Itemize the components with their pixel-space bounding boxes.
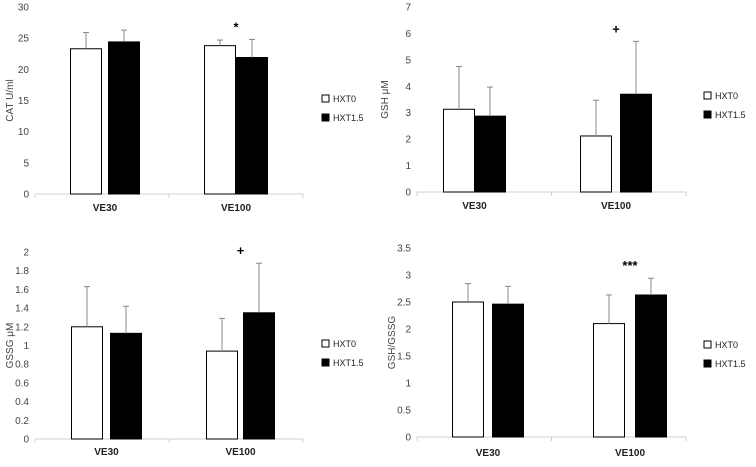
bar-hxt15-ve30 xyxy=(474,115,506,193)
y-axis-label: CAT U/ml xyxy=(5,79,16,121)
x-category-label: VE100 xyxy=(601,201,631,212)
y-tick-label: 5 xyxy=(405,55,411,66)
bar-hxt0-ve30 xyxy=(70,48,102,195)
legend-label: HXT0 xyxy=(333,339,356,349)
legend-label: HXT0 xyxy=(715,340,738,350)
bar-hxt15-ve100 xyxy=(620,93,652,193)
legend-label: HXT1.5 xyxy=(715,359,746,369)
y-tick-label: 1.2 xyxy=(15,322,29,333)
legend-swatch xyxy=(703,340,712,349)
y-tick-label: 3 xyxy=(405,108,411,119)
chart-panel-3: 0 0.2 0.4 0.6 0.8 1 1.2 1.4 1.6 1.8 2 GSSG μM VE30 VE… xyxy=(5,243,364,458)
x-category-label: VE30 xyxy=(462,201,487,212)
y-tick-label: 0.5 xyxy=(397,406,411,417)
y-tick-label: 0 xyxy=(405,188,411,199)
significance-marker: *** xyxy=(622,258,638,273)
legend-label: HXT1.5 xyxy=(333,113,364,123)
y-tick-label: 15 xyxy=(18,96,30,107)
y-tick-label: 2 xyxy=(405,135,411,146)
bar-hxt15-ve100 xyxy=(236,56,268,195)
legend-swatch xyxy=(321,339,330,348)
bar-hxt0-ve100 xyxy=(204,45,236,195)
y-tick-label: 1 xyxy=(405,161,411,172)
x-category-label: VE100 xyxy=(225,447,255,458)
y-tick-label: 0.2 xyxy=(15,416,29,427)
y-tick-label: 2 xyxy=(405,325,411,336)
bar-hxt0-ve100 xyxy=(580,135,612,193)
bar-hxt15-ve30 xyxy=(110,332,142,440)
chart-panel-4: 0 0.5 1 1.5 2 2.5 3 3.5 GSH/GSSG VE30 VE100 *** HXT0… xyxy=(387,244,746,460)
significance-marker: + xyxy=(612,21,620,36)
bar-hxt15-ve30 xyxy=(108,41,140,195)
legend-label: HXT0 xyxy=(333,94,356,104)
y-tick-label: 10 xyxy=(18,127,30,138)
y-tick-label: 20 xyxy=(18,65,30,76)
bar-hxt15-ve30 xyxy=(492,303,524,438)
x-category-label: VE30 xyxy=(93,203,118,214)
y-tick-label: 4 xyxy=(405,82,411,93)
chart-panel-2: 0 1 2 3 4 5 6 7 GSH μM VE30 VE100 + HXT0 HXT1.5 xyxy=(380,3,746,213)
bar-hxt0-ve30 xyxy=(71,326,103,440)
y-tick-label: 6 xyxy=(405,29,411,40)
chart-panel-1: 0 5 10 15 20 25 30 CAT U/ml VE30 VE100 * HXT0 HXT1.5 xyxy=(5,3,364,215)
legend-swatch xyxy=(703,110,712,119)
y-tick-label: 0.6 xyxy=(15,378,29,389)
y-tick-label: 1 xyxy=(405,379,411,390)
y-tick-label: 7 xyxy=(405,3,411,14)
bar-hxt15-ve100 xyxy=(635,294,667,438)
y-tick-label: 0.4 xyxy=(15,397,29,408)
legend-swatch xyxy=(321,94,330,103)
significance-marker: * xyxy=(233,19,239,34)
y-tick-label: 0 xyxy=(23,435,29,446)
bar-hxt15-ve100 xyxy=(243,312,275,440)
y-tick-label: 2.5 xyxy=(397,298,411,309)
x-category-label: VE100 xyxy=(221,203,251,214)
y-tick-label: 1.6 xyxy=(15,285,29,296)
x-category-label: VE100 xyxy=(615,448,645,459)
bar-hxt0-ve30 xyxy=(443,108,475,193)
legend-label: HXT0 xyxy=(715,91,738,101)
y-tick-label: 25 xyxy=(18,34,30,45)
y-axis-label: GSH μM xyxy=(380,80,391,119)
y-tick-label: 1 xyxy=(23,341,29,352)
x-category-label: VE30 xyxy=(94,447,119,458)
y-tick-label: 1.8 xyxy=(15,266,29,277)
y-tick-label: 30 xyxy=(18,3,30,14)
legend-label: HXT1.5 xyxy=(715,110,746,120)
y-tick-label: 0 xyxy=(405,433,411,444)
legend-swatch xyxy=(321,113,330,122)
y-axis-label: GSH/GSSG xyxy=(387,316,398,370)
y-tick-label: 0.8 xyxy=(15,360,29,371)
legend-swatch xyxy=(321,358,330,367)
y-tick-label: 1.4 xyxy=(15,304,29,315)
legend-swatch xyxy=(703,359,712,368)
y-tick-label: 5 xyxy=(23,158,29,169)
legend-label: HXT1.5 xyxy=(333,358,364,368)
bar-hxt0-ve30 xyxy=(452,301,484,438)
y-tick-label: 3 xyxy=(405,271,411,282)
bar-hxt0-ve100 xyxy=(206,350,238,440)
y-tick-label: 0 xyxy=(23,190,29,201)
x-category-label: VE30 xyxy=(476,448,501,459)
y-tick-label: 1.5 xyxy=(397,352,411,363)
legend-swatch xyxy=(703,91,712,100)
bar-hxt0-ve100 xyxy=(593,323,625,438)
y-tick-label: 3.5 xyxy=(397,244,411,255)
y-tick-label: 2 xyxy=(23,248,29,259)
y-axis-label: GSSG μM xyxy=(5,323,16,369)
significance-marker: + xyxy=(237,243,245,258)
